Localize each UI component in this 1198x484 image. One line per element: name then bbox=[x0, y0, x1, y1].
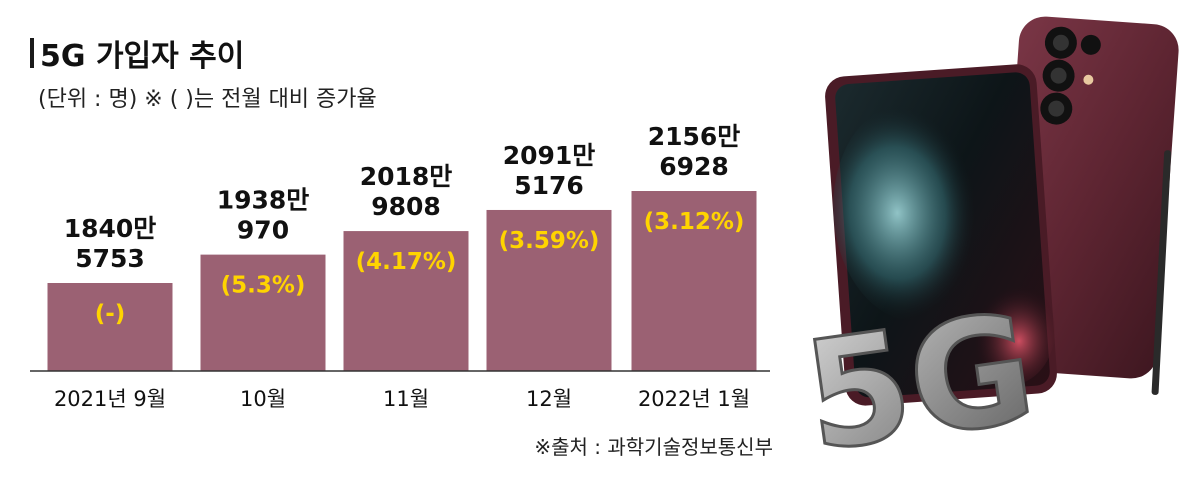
bar-group bbox=[47, 191, 757, 371]
value-label-3-line-1: 2018만 bbox=[360, 162, 453, 191]
growth-label-1: (-) bbox=[95, 301, 126, 327]
chart-subtitle: (단위 : 명) ※ ( )는 전월 대비 증가율 bbox=[38, 87, 377, 112]
category-label-4: 12월 bbox=[526, 387, 572, 411]
growth-label-3: (4.17%) bbox=[356, 249, 457, 275]
title-marker bbox=[30, 38, 34, 68]
value-label-3-line-2: 9808 bbox=[371, 192, 441, 221]
bar-5 bbox=[631, 191, 757, 371]
bar-4 bbox=[486, 209, 612, 371]
chart-title: 5G 가입자 추이 bbox=[40, 39, 244, 74]
growth-label-5: (3.12%) bbox=[644, 209, 745, 235]
value-label-5-line-2: 6928 bbox=[659, 152, 729, 181]
value-label-2-line-2: 970 bbox=[237, 216, 289, 245]
category-label-5: 2022년 1월 bbox=[638, 387, 750, 411]
growth-label-2: (5.3%) bbox=[221, 273, 306, 299]
bar-2 bbox=[200, 254, 326, 371]
value-label-4-line-1: 2091만 bbox=[503, 141, 596, 170]
5g-badge-icon: 5G bbox=[793, 280, 1046, 484]
value-label-5-line-1: 2156만 bbox=[648, 122, 741, 151]
category-label-3: 11월 bbox=[383, 387, 429, 411]
svg-text:5G: 5G bbox=[795, 282, 1045, 484]
source-note: ※출처 : 과학기술정보통신부 bbox=[534, 435, 773, 459]
category-label-2: 10월 bbox=[240, 387, 286, 411]
value-label-2-line-1: 1938만 bbox=[217, 186, 310, 215]
bar-1 bbox=[47, 283, 173, 371]
value-label-1-line-2: 5753 bbox=[75, 244, 145, 273]
smartphone-icon bbox=[825, 16, 1179, 406]
bar-3 bbox=[343, 231, 469, 371]
value-label-1-line-1: 1840만 bbox=[64, 214, 157, 243]
value-label-4-line-2: 5176 bbox=[514, 171, 584, 200]
category-label-1: 2021년 9월 bbox=[54, 387, 166, 411]
growth-label-4: (3.59%) bbox=[499, 228, 600, 254]
category-label-group: 2021년 9월 10월 11월 12월 2022년 1월 bbox=[54, 387, 750, 411]
growth-label-group: (-) (5.3%) (4.17%) (3.59%) (3.12%) bbox=[95, 209, 745, 327]
